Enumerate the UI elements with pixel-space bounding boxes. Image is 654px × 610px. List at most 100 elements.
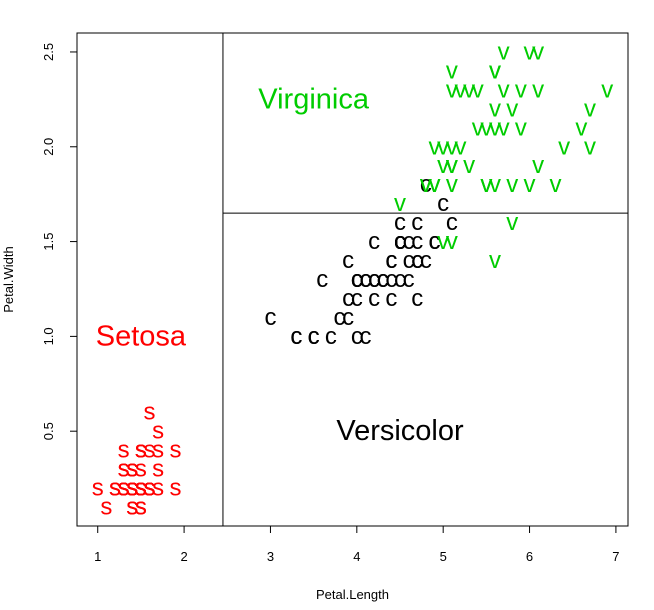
y-tick-label: 2.0 [41,138,56,156]
data-point: c [394,228,406,255]
data-point: s [135,437,147,464]
data-point: c [411,209,423,236]
data-point: v [446,171,458,198]
data-point: c [403,228,415,255]
data-point: c [437,190,449,217]
data-point: c [385,247,397,274]
data-point: c [411,228,423,255]
data-point: v [532,38,544,65]
data-point: c [351,285,363,312]
data-point: c [411,247,423,274]
data-point: v [480,171,492,198]
data-point: s [126,475,138,502]
data-point: c [308,323,320,350]
data-point: c [394,228,406,255]
data-point: c [351,323,363,350]
data-point: v [480,114,492,141]
data-point: v [429,133,441,160]
data-point: v [575,114,587,141]
data-point: s [135,475,147,502]
data-point: v [489,57,501,84]
data-point: v [446,57,458,84]
region-labels: Setosa Virginica Versicolor [96,83,464,447]
data-point: c [394,209,406,236]
x-tick-label: 3 [267,549,274,564]
data-point: v [506,171,518,198]
data-point: v [524,38,536,65]
data-point: s [126,475,138,502]
data-point: s [109,475,121,502]
data-point: s [118,456,130,483]
data-point: s [126,494,138,521]
data-point: s [118,456,130,483]
data-point: v [584,133,596,160]
data-point: v [472,76,484,103]
data-point: v [446,152,458,179]
data-point: c [411,285,423,312]
data-point: c [290,323,302,350]
data-point: c [342,247,354,274]
y-tick-label: 0.5 [41,422,56,440]
data-point: s [126,475,138,502]
data-point: s [135,437,147,464]
data-point: s [118,475,130,502]
x-tick-label: 4 [353,549,360,564]
data-point: v [446,133,458,160]
data-point: c [429,228,441,255]
data-point: c [377,266,389,293]
data-point: v [498,38,510,65]
data-point: v [454,76,466,103]
data-point: c [359,266,371,293]
data-point: c [368,266,380,293]
y-axis: 0.5 1.0 1.5 2.0 2.5 [41,43,77,440]
plot-frame [76,32,629,527]
data-point: c [420,171,432,198]
data-point: s [144,437,156,464]
data-point: c [359,266,371,293]
data-point: v [472,114,484,141]
data-point: v [420,171,432,198]
data-point: c [368,228,380,255]
x-tick-label: 5 [440,549,447,564]
data-point: v [515,114,527,141]
data-point: s [135,494,147,521]
split-lines [222,33,628,526]
data-point: s [118,475,130,502]
data-point: v [506,95,518,122]
data-point: c [394,228,406,255]
data-point: c [385,285,397,312]
data-point: s [144,475,156,502]
region-label: Versicolor [336,415,464,447]
data-point: c [351,266,363,293]
data-point: v [489,57,501,84]
data-point: c [351,266,363,293]
data-point: v [498,76,510,103]
data-point: s [135,456,147,483]
y-axis-title: Petal.Width [1,246,16,312]
data-point: s [135,475,147,502]
data-point: v [532,152,544,179]
data-point: s [126,456,138,483]
data-point: c [420,247,432,274]
data-point: s [126,475,138,502]
x-tick-label: 2 [180,549,187,564]
data-point: c [351,266,363,293]
data-point: c [394,266,406,293]
data-point: s [135,437,147,464]
data-point: c [359,323,371,350]
data-point: v [558,133,570,160]
data-point: c [290,323,302,350]
data-point: s [152,418,164,445]
y-tick-label: 2.5 [41,43,56,61]
data-point: v [489,95,501,122]
data-point: s [126,456,138,483]
data-point: v [584,95,596,122]
x-axis-title: Petal.Length [316,587,389,602]
x-tick-label: 7 [612,549,619,564]
data-point: s [126,456,138,483]
region-label: Virginica [258,83,370,115]
data-point: c [403,266,415,293]
data-point: s [126,475,138,502]
data-point: s [109,475,121,502]
data-point: s [126,475,138,502]
